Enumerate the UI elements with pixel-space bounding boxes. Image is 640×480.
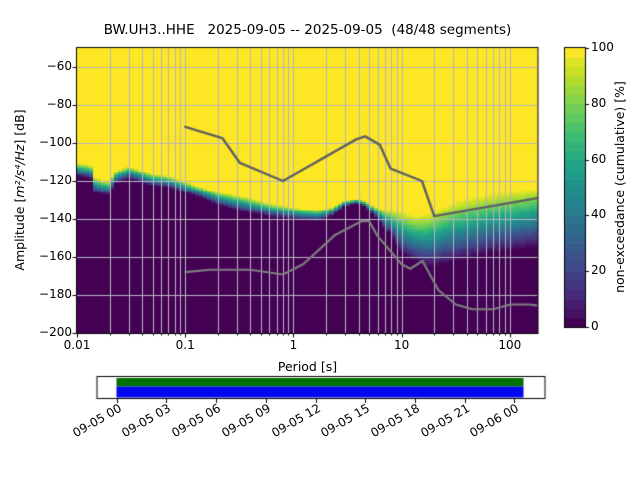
colorbar-tick-label: 40 xyxy=(591,207,607,222)
colorbar-label: non-exceedance (cumulative) [%] xyxy=(612,81,627,293)
x-tick-label: 0.1 xyxy=(175,338,195,352)
y-tick-label: −120 xyxy=(39,173,72,187)
x-tick-label: 100 xyxy=(498,338,522,352)
colorbar-tick-label: 60 xyxy=(591,151,607,166)
plot-title: BW.UH3..HHE 2025-09-05 -- 2025-09-05 (48… xyxy=(103,22,512,38)
x-tick-label: 10 xyxy=(394,338,410,352)
y-tick-label: −100 xyxy=(39,135,72,149)
y-tick-label: −140 xyxy=(39,211,72,225)
colorbar-tick-label: 100 xyxy=(591,40,614,54)
y-tick-label: −60 xyxy=(46,59,72,73)
y-tick-label: −180 xyxy=(39,287,72,301)
x-tick-label: 0.01 xyxy=(63,338,91,352)
colorbar-tick-label: 80 xyxy=(591,95,607,110)
x-tick-label: 1 xyxy=(289,338,298,352)
y-axis-label-units: m²/s⁴/Hz xyxy=(12,144,27,198)
colorbar-tick-label: 0 xyxy=(591,319,599,333)
colorbar-tick-label: 20 xyxy=(591,263,607,278)
y-tick-label: −80 xyxy=(46,97,72,111)
y-tick-label: −160 xyxy=(39,249,72,263)
x-axis-label: Period [s] xyxy=(277,359,338,374)
y-tick-label: −200 xyxy=(39,325,72,339)
